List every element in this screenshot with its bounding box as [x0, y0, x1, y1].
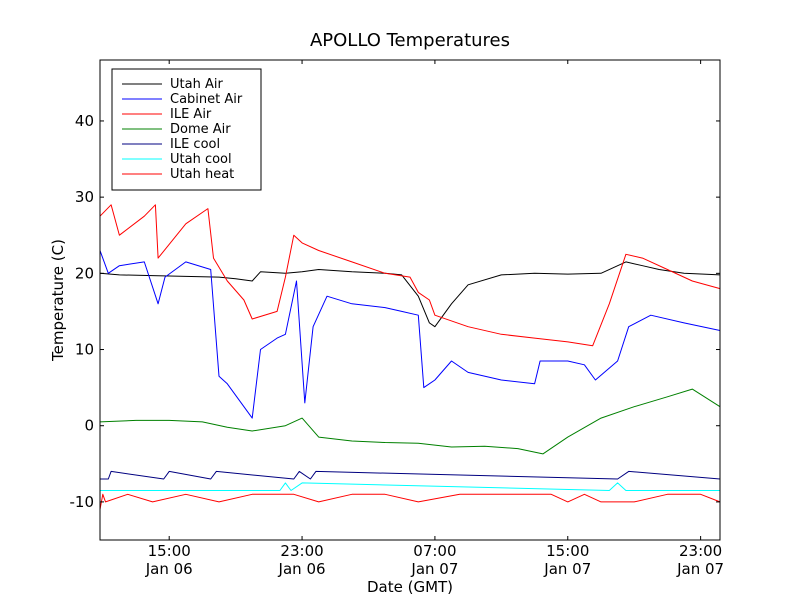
x-tick-label-date: Jan 07 [410, 560, 458, 578]
series-line-utah-heat [99, 493, 721, 510]
legend-label-utah-air: Utah Air [170, 77, 223, 92]
y-tick-label: 20 [75, 264, 94, 282]
y-tick-label: -10 [70, 493, 95, 511]
y-axis-label: Temperature (C) [49, 239, 67, 362]
legend-label-dome-air: Dome Air [170, 122, 231, 137]
series-line-ile-air [99, 204, 721, 347]
x-tick-label-date: Jan 06 [145, 560, 193, 578]
legend-label-utah-cool: Utah cool [170, 152, 232, 167]
legend-label-utah-heat: Utah heat [170, 167, 234, 182]
series-line-utah-air [99, 261, 721, 328]
legend-label-ile-air: ILE Air [170, 107, 212, 122]
x-tick-label-date: Jan 07 [543, 560, 591, 578]
x-tick-label-time: 23:00 [679, 542, 722, 560]
y-tick-label: 0 [84, 417, 94, 435]
y-tick-label: 30 [75, 188, 94, 206]
series-line-utah-cool [100, 482, 720, 491]
x-tick-label-time: 15:00 [148, 542, 191, 560]
series-line-dome-air [99, 388, 721, 455]
x-tick-label-date: Jan 07 [676, 560, 724, 578]
legend-label-ile-cool: ILE cool [170, 137, 220, 152]
x-tick-label-date: Jan 06 [278, 560, 326, 578]
x-tick-label-time: 23:00 [280, 542, 323, 560]
x-tick-label-time: 15:00 [546, 542, 589, 560]
x-tick-label-time: 07:00 [413, 542, 456, 560]
x-axis-label: Date (GMT) [367, 578, 453, 596]
series-layer [99, 204, 721, 510]
plot-frame [99, 59, 721, 541]
y-tick-label: 40 [75, 112, 94, 130]
legend-label-cabinet-air: Cabinet Air [170, 92, 243, 107]
series-line-ile-cool [100, 470, 721, 480]
y-tick-label: 10 [75, 341, 94, 359]
series-line-cabinet-air [99, 250, 721, 419]
chart-title: APOLLO Temperatures [310, 30, 510, 51]
